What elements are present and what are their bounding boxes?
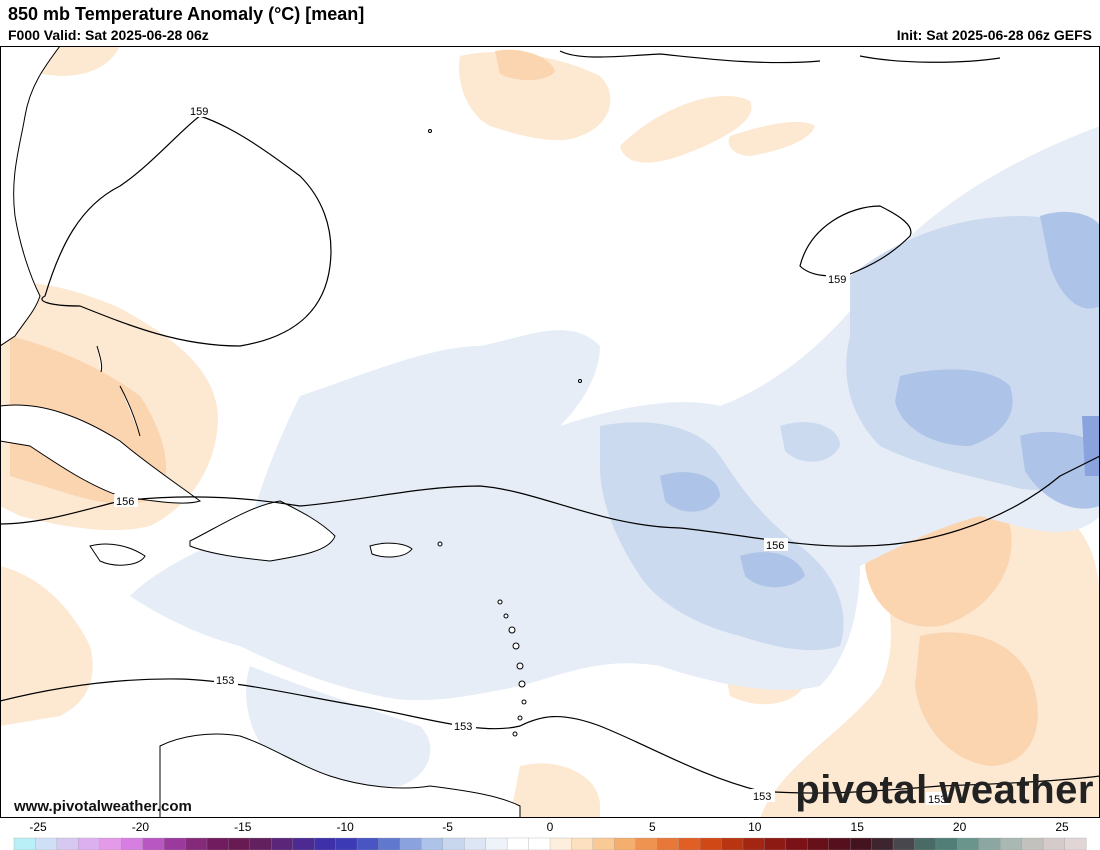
- legend-swatch: [292, 837, 315, 850]
- svg-text:153: 153: [928, 794, 946, 806]
- legend-swatch: [678, 837, 701, 850]
- legend-tick-label: -15: [234, 820, 252, 834]
- legend-swatch: [592, 837, 615, 850]
- contour-label: 153: [214, 673, 238, 687]
- svg-text:159: 159: [828, 274, 846, 286]
- legend-swatch: [378, 837, 401, 850]
- legend-swatch: [121, 837, 144, 850]
- legend-swatch: [335, 837, 358, 850]
- legend-swatch: [914, 837, 937, 850]
- legend-swatch: [549, 837, 572, 850]
- legend-tick-label: -20: [132, 820, 150, 834]
- map-title: 850 mb Temperature Anomaly (°C) [mean]: [8, 4, 365, 24]
- contour-label: 153: [452, 719, 476, 733]
- legend-swatch: [978, 837, 1001, 850]
- color-legend: -25 -20 -15 -10 -5 0 5 10 15 20 25: [0, 818, 1100, 850]
- legend-swatch: [1064, 837, 1087, 850]
- legend-canvas: -25 -20 -15 -10 -5 0 5 10 15 20 25: [13, 820, 1087, 850]
- legend-swatch: [464, 837, 487, 850]
- legend-swatch: [785, 837, 808, 850]
- legend-swatch: [206, 837, 229, 850]
- lesser-antilles: [428, 129, 582, 737]
- legend-swatch: [56, 837, 79, 850]
- height-contours: [0, 50, 1100, 794]
- legend-swatch: [78, 837, 101, 850]
- legend-swatch: [99, 837, 122, 850]
- contour-label: 159: [826, 272, 850, 286]
- legend-tick-label: -25: [29, 820, 47, 834]
- contour-label: 156: [764, 538, 788, 552]
- svg-text:156: 156: [116, 496, 134, 508]
- svg-text:153: 153: [454, 721, 472, 733]
- legend-tick-label: -5: [442, 820, 453, 834]
- legend-swatch: [356, 837, 379, 850]
- legend-swatch: [657, 837, 680, 850]
- legend-swatch: [249, 837, 272, 850]
- legend-swatch: [485, 837, 508, 850]
- legend-tick-label: 25: [1055, 820, 1069, 834]
- legend-tick-label: 10: [748, 820, 762, 834]
- legend-swatch: [506, 837, 530, 850]
- legend-swatch: [399, 837, 422, 850]
- legend-swatch: [271, 837, 294, 850]
- legend-tick-label: 5: [649, 820, 656, 834]
- contour-label: 153: [926, 792, 950, 806]
- contour-label: 159: [188, 104, 212, 118]
- legend-swatch: [163, 837, 186, 850]
- brand-logo: pivotal weather: [795, 768, 1094, 812]
- coastlines: [0, 46, 521, 818]
- legend-swatch: [828, 837, 851, 850]
- legend-swatch: [764, 837, 787, 850]
- legend-swatch: [528, 837, 551, 850]
- legend-swatch: [1000, 837, 1023, 850]
- legend-swatch: [185, 837, 208, 850]
- legend-swatch: [1021, 837, 1044, 850]
- site-credit: www.pivotalweather.com: [14, 798, 192, 815]
- legend-swatch: [571, 837, 594, 850]
- legend-swatch: [35, 837, 58, 850]
- legend-swatch: [721, 837, 744, 850]
- svg-text:156: 156: [766, 540, 784, 552]
- init-time: Init: Sat 2025-06-28 06z GEFS: [896, 27, 1092, 43]
- warm-anomaly-layer: [0, 46, 1100, 818]
- legend-swatch: [871, 837, 894, 850]
- legend-swatch: [935, 837, 958, 850]
- legend-tick-label: 15: [851, 820, 865, 834]
- cool-anomaly-layer: [130, 126, 1100, 787]
- map-header: 850 mb Temperature Anomaly (°C) [mean] F…: [0, 0, 1100, 46]
- legend-tick-label: -10: [337, 820, 355, 834]
- legend-swatch: [13, 837, 36, 850]
- map-area[interactable]: 159 159 156 156 153 153 153 153: [0, 46, 1100, 818]
- legend-swatch: [614, 837, 637, 850]
- legend-swatch: [892, 837, 915, 850]
- legend-swatch: [635, 837, 658, 850]
- legend-swatch: [142, 837, 165, 850]
- legend-swatch: [1042, 837, 1066, 850]
- svg-text:153: 153: [753, 791, 771, 803]
- legend-swatch: [314, 837, 337, 850]
- legend-swatch: [807, 837, 830, 850]
- contour-labels: 159 159 156 156 153 153 153 153: [114, 104, 950, 806]
- legend-swatch: [442, 837, 465, 850]
- legend-tick-label: 0: [547, 820, 554, 834]
- legend-swatch: [699, 837, 722, 850]
- legend-swatch: [957, 837, 980, 850]
- svg-text:159: 159: [190, 106, 208, 118]
- valid-time: F000 Valid: Sat 2025-06-28 06z: [8, 27, 209, 43]
- svg-text:153: 153: [216, 675, 234, 687]
- legend-tick-label: 20: [953, 820, 967, 834]
- contour-label: 156: [114, 494, 138, 508]
- legend-swatch: [421, 837, 444, 850]
- legend-swatch: [742, 837, 765, 850]
- legend-swatch: [850, 837, 873, 850]
- contour-label: 153: [751, 789, 775, 803]
- map-canvas: 159 159 156 156 153 153 153 153: [0, 46, 1100, 818]
- legend-swatch: [228, 837, 251, 850]
